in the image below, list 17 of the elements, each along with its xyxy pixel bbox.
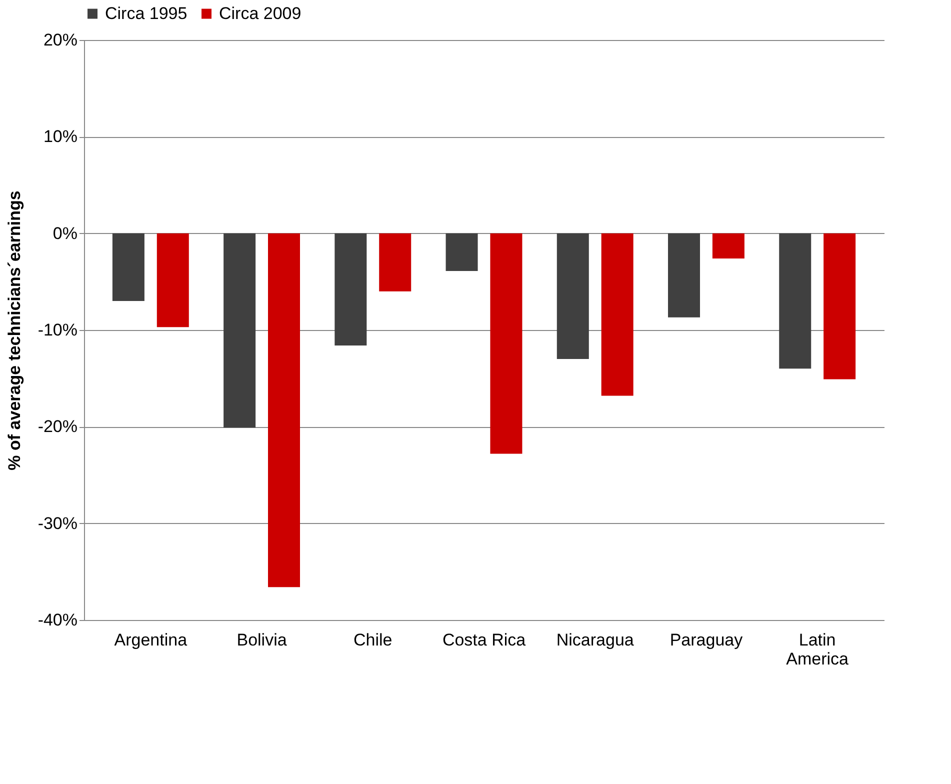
x-tick-label: Paraguay bbox=[670, 630, 744, 650]
x-tick-label: Latin America bbox=[786, 630, 850, 668]
y-tick-label: -30% bbox=[38, 514, 78, 533]
legend-label: Circa 2009 bbox=[219, 4, 302, 23]
y-tick-label: 0% bbox=[52, 224, 78, 243]
x-tick-label: Chile bbox=[354, 630, 392, 650]
legend-label: Circa 1995 bbox=[105, 4, 188, 23]
y-tick-label: -40% bbox=[38, 610, 78, 630]
y-tick-label: 20% bbox=[43, 30, 78, 50]
x-tick-label: Argentina bbox=[114, 630, 188, 650]
y-tick-label: -20% bbox=[38, 417, 78, 436]
x-tick-label: Bolivia bbox=[236, 630, 288, 650]
y-axis-title: % of average technicians´earnings bbox=[4, 190, 24, 470]
y-tick-label: 10% bbox=[43, 127, 78, 146]
y-tick-label: -10% bbox=[38, 320, 78, 340]
x-tick-label: Costa Rica bbox=[442, 630, 526, 650]
x-tick-label: Nicaragua bbox=[556, 630, 634, 650]
